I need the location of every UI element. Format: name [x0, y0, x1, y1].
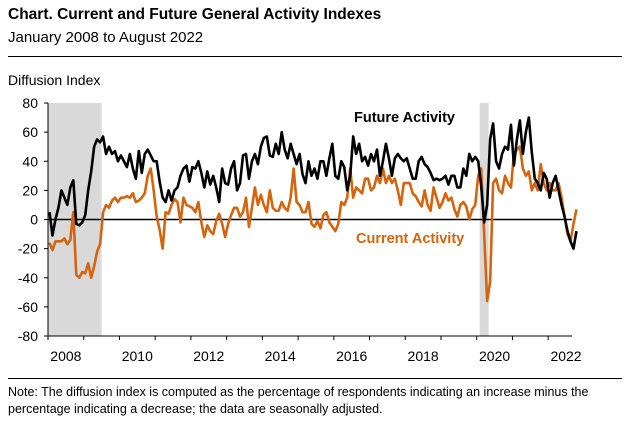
y-tick-label: 20 — [22, 182, 38, 198]
y-tick-label: -80 — [18, 328, 38, 344]
current-activity-line — [48, 145, 578, 303]
y-tick-label: 40 — [22, 153, 38, 169]
chart-title: Chart. Current and Future General Activi… — [8, 6, 382, 23]
y-tick-label: -20 — [18, 241, 38, 257]
y-tick-label: 0 — [30, 212, 38, 228]
annotations-group: Future Activity Current Activity — [354, 110, 464, 247]
top-rule — [8, 56, 622, 57]
x-tick-label: 2010 — [122, 348, 153, 364]
y-axis-label: Diffusion Index — [8, 72, 101, 88]
y-tick-label: -40 — [18, 270, 38, 286]
y-tick-label: 80 — [22, 95, 38, 111]
x-tick-label: 2018 — [408, 348, 439, 364]
future-activity-line — [48, 116, 578, 250]
y-tick-label: 60 — [22, 124, 38, 140]
x-tick-label: 2022 — [550, 348, 581, 364]
x-tick-label: 2016 — [336, 348, 367, 364]
x-tick-label: 2012 — [193, 348, 224, 364]
series-group — [48, 116, 578, 303]
current-activity-label: Current Activity — [356, 231, 464, 247]
y-ticks-group: -80 -60 -40 -20 0 20 40 60 80 — [18, 95, 48, 344]
bottom-rule — [8, 378, 622, 379]
chart-subtitle: January 2008 to August 2022 — [8, 29, 204, 46]
x-tick-label: 2020 — [479, 348, 510, 364]
future-activity-label: Future Activity — [354, 110, 455, 126]
x-tick-label: 2014 — [265, 348, 296, 364]
x-tick-label: 2008 — [50, 348, 81, 364]
y-tick-label: -60 — [18, 299, 38, 315]
footnote: Note: The diffusion index is computed as… — [8, 385, 589, 416]
x-ticks-group: 2008 2010 2012 2014 2016 2018 2020 2022 — [47, 336, 582, 364]
